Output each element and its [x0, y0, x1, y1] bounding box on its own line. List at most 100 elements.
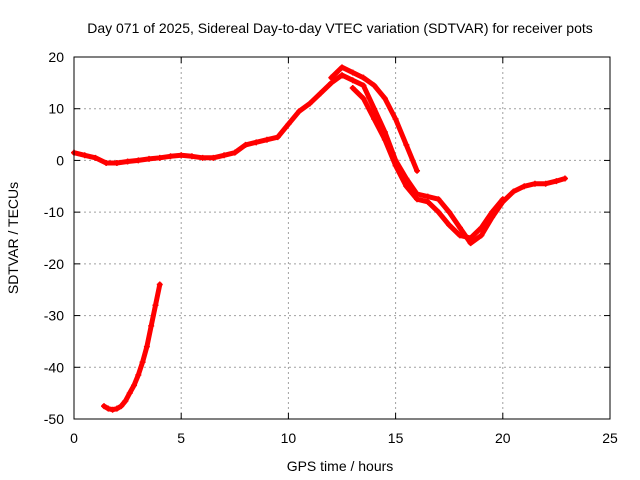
x-tick-label: 25: [602, 430, 618, 446]
y-tick-label: 0: [56, 152, 64, 168]
data-point: [456, 232, 463, 239]
data-point: [403, 183, 410, 190]
x-tick-label: 10: [281, 430, 297, 446]
data-point: [285, 121, 292, 128]
x-tick-label: 20: [495, 430, 511, 446]
data-point: [435, 209, 442, 216]
data-point: [139, 359, 146, 366]
data-point: [221, 152, 228, 159]
data-points: [71, 64, 568, 413]
y-tick-label: -40: [44, 359, 64, 375]
data-point: [349, 69, 356, 76]
data-point: [105, 405, 112, 412]
series-upper-band: [328, 64, 421, 174]
data-point: [178, 152, 185, 159]
data-point: [124, 158, 131, 165]
data-point: [371, 82, 378, 89]
x-tick-label: 5: [177, 430, 185, 446]
data-point: [467, 235, 474, 241]
axis-ticks: 0 5 10 15 20 25 -50 -40 -30 -20 -10 0 10 20: [44, 49, 618, 446]
data-point: [414, 196, 421, 203]
series-low-arc: [101, 281, 163, 413]
data-point: [392, 162, 399, 169]
data-point: [113, 160, 120, 167]
data-point: [118, 403, 125, 410]
data-point: [306, 100, 313, 107]
data-point: [188, 153, 195, 160]
data-point: [199, 154, 206, 161]
plot-frame: [73, 56, 611, 420]
y-tick-label: -50: [44, 411, 64, 427]
y-tick-label: -30: [44, 308, 64, 324]
data-point: [489, 209, 496, 216]
data-point: [101, 403, 108, 410]
data-point: [152, 302, 159, 309]
data-point: [135, 157, 142, 164]
data-point: [424, 193, 431, 200]
data-point: [81, 152, 88, 159]
data-point: [143, 343, 150, 350]
data-point: [148, 322, 155, 329]
data-point: [263, 136, 270, 143]
data-point: [360, 74, 367, 81]
data-point: [349, 85, 356, 92]
data-point: [328, 79, 335, 86]
data-point: [103, 160, 110, 167]
data-point: [339, 72, 345, 79]
data-point: [446, 209, 453, 216]
x-axis-label: GPS time / hours: [287, 458, 394, 474]
data-point: [349, 77, 356, 84]
data-point: [253, 139, 260, 146]
data-point: [414, 167, 421, 174]
data-point: [478, 224, 485, 231]
data-point: [381, 136, 388, 143]
data-point: [424, 198, 431, 205]
data-point: [167, 153, 174, 160]
series-main-arc: [71, 72, 568, 247]
x-tick-label: 15: [388, 430, 404, 446]
data-point: [446, 222, 453, 229]
data-point: [156, 281, 163, 288]
data-point: [131, 382, 138, 389]
data-point: [360, 95, 367, 102]
data-point: [122, 397, 129, 404]
data-point: [531, 180, 538, 187]
y-axis-label: SDTVAR / TECUs: [5, 182, 21, 294]
data-point: [456, 224, 463, 231]
data-point: [210, 154, 217, 161]
y-tick-label: 10: [48, 101, 64, 117]
data-point: [499, 196, 506, 203]
data-point: [542, 180, 549, 187]
data-point: [296, 108, 303, 115]
data-point: [317, 90, 324, 97]
chart-title: Day 071 of 2025, Sidereal Day-to-day VTE…: [87, 20, 593, 36]
data-point: [521, 183, 528, 190]
y-tick-label: -20: [44, 256, 64, 272]
data-point: [135, 372, 142, 379]
data-point: [109, 406, 116, 413]
x-tick-label: 0: [70, 430, 78, 446]
data-point: [126, 390, 133, 397]
data-point: [92, 154, 99, 161]
data-point: [371, 105, 378, 112]
data-point: [403, 141, 410, 148]
y-tick-label: 20: [48, 49, 64, 65]
series-lower-band: [349, 85, 506, 241]
data-point: [435, 196, 442, 203]
data-point: [371, 116, 378, 123]
data-point: [553, 178, 560, 185]
data-point: [328, 74, 335, 81]
data-point: [274, 134, 281, 141]
data-point: [360, 82, 367, 89]
data-point: [561, 175, 568, 182]
data-point: [146, 155, 153, 162]
data-point: [231, 149, 238, 156]
data-point: [392, 116, 399, 123]
data-point: [510, 188, 517, 195]
y-tick-label: -10: [44, 204, 64, 220]
data-point: [467, 240, 474, 247]
data-point: [478, 232, 485, 239]
data-point: [242, 141, 249, 148]
